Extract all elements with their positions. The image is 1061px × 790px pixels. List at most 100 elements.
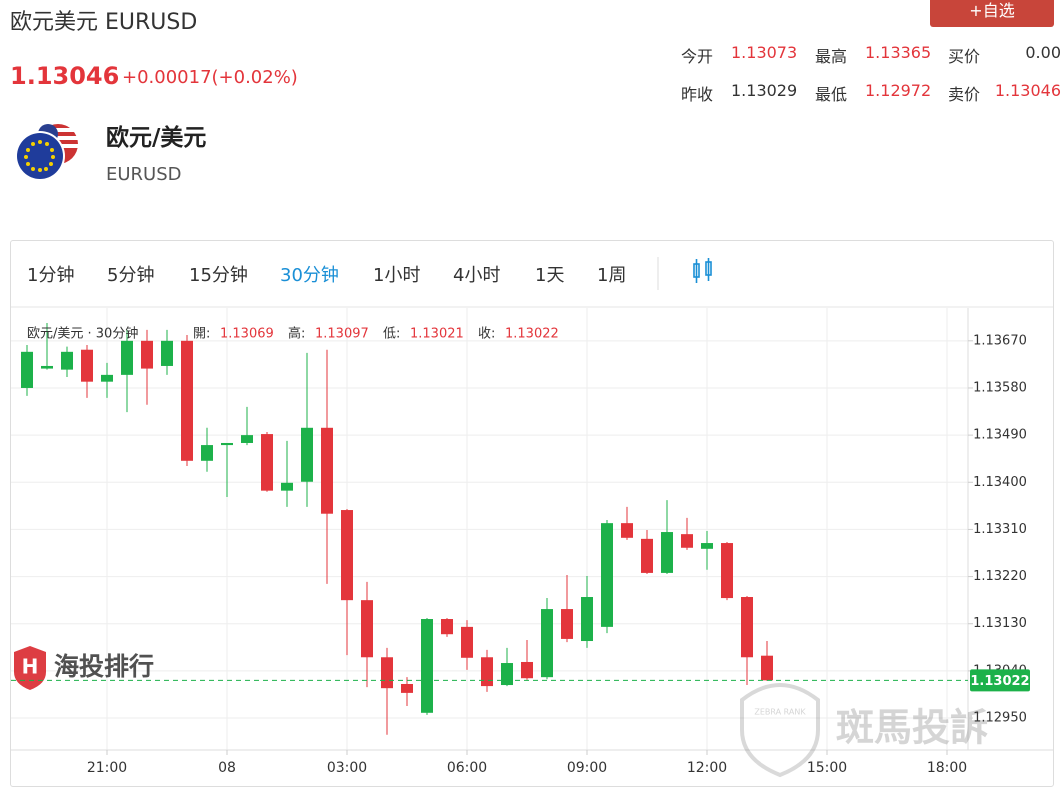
quote-value: 1.13029	[731, 81, 798, 100]
x-tick-label: 15:00	[807, 760, 847, 776]
watch-button[interactable]: +自选	[930, 0, 1054, 27]
quote-label: 最高	[815, 47, 848, 66]
legend-text: 欧元/美元 · 30分钟	[27, 326, 138, 342]
quote-value: 0.00	[1025, 43, 1061, 62]
candle-body	[61, 351, 73, 370]
candle-body	[641, 538, 653, 573]
candle-body	[341, 510, 353, 601]
watermark-text: 海投排行	[54, 652, 154, 681]
symbol-icon	[15, 124, 78, 181]
watermark-text: 斑馬投訴	[836, 706, 988, 750]
x-tick-label: 08	[218, 760, 236, 776]
candle-body	[761, 655, 773, 681]
watermark-badge: ZEBRA RANK	[754, 708, 806, 717]
price: 1.13046	[10, 62, 120, 90]
watermark-left: H 海投排行	[14, 646, 154, 690]
x-tick-label: 06:00	[447, 760, 487, 776]
candle-body	[141, 340, 153, 369]
candle-body	[301, 427, 313, 482]
y-tick-label: 1.13670	[973, 333, 1027, 348]
candle-body	[601, 523, 613, 627]
timeframe-tab[interactable]: 5分钟	[107, 265, 155, 286]
candle-body	[161, 340, 173, 366]
candle-body	[581, 597, 593, 642]
candle-body	[41, 365, 53, 369]
x-tick-label: 12:00	[687, 760, 727, 776]
y-tick-label: 1.13130	[973, 616, 1027, 631]
timeframe-tab[interactable]: 4小时	[453, 265, 501, 286]
candle-body	[241, 435, 253, 443]
candle-body	[181, 340, 193, 461]
candle-body	[201, 445, 213, 461]
last-price-label: 1.13022	[970, 674, 1029, 689]
candle-body	[361, 600, 373, 658]
candle-body	[321, 427, 333, 514]
watermark-right: ZEBRA RANK 斑馬投訴	[740, 683, 988, 778]
candle-body	[721, 543, 733, 599]
legend-text: 1.13021	[410, 327, 464, 342]
quote-value: 1.13365	[865, 43, 932, 62]
candle-body	[81, 349, 93, 382]
y-tick-label: 1.13400	[973, 475, 1027, 490]
candle-body	[401, 683, 413, 693]
x-tick-label: 21:00	[87, 760, 127, 776]
y-tick-label: 1.13310	[973, 522, 1027, 537]
y-tick-label: 1.12950	[973, 711, 1027, 726]
candle-body	[561, 609, 573, 639]
candle-body	[701, 543, 713, 549]
timeframe-tab[interactable]: 30分钟	[280, 265, 339, 286]
legend-text: 高:	[288, 326, 305, 342]
candle-body	[261, 434, 273, 491]
candle-body	[121, 340, 133, 375]
legend-text: 1.13022	[505, 327, 559, 342]
timeframe-tab[interactable]: 1周	[597, 265, 627, 286]
chart-frame	[10, 240, 1054, 787]
candle-body	[661, 532, 673, 573]
title: 欧元美元 EURUSD	[10, 10, 198, 35]
legend-text: 開:	[193, 327, 210, 342]
candle-body	[461, 626, 473, 658]
y-tick-label: 1.13580	[973, 380, 1027, 395]
candle-body	[441, 619, 453, 635]
candle-body	[421, 619, 433, 713]
y-tick-label: 1.13220	[973, 569, 1027, 584]
quote-value: 1.13073	[731, 43, 798, 62]
candle-body	[741, 597, 753, 658]
quote-label: 卖价	[948, 85, 981, 104]
quote-value: 1.12972	[865, 81, 932, 100]
timeframe-tab[interactable]: 15分钟	[189, 265, 248, 286]
symbol-code: EURUSD	[106, 164, 182, 185]
quote-label: 今开	[681, 47, 714, 66]
x-tick-label: 09:00	[567, 760, 607, 776]
quote-label: 最低	[815, 85, 848, 104]
candle-body	[381, 657, 393, 689]
legend-text: 低:	[383, 327, 400, 342]
legend-text: 1.13069	[220, 327, 274, 342]
candle-body	[481, 657, 493, 687]
x-tick-label: 03:00	[327, 760, 367, 776]
candle-body	[621, 523, 633, 538]
candle-body	[681, 534, 693, 548]
candle-body	[21, 351, 33, 388]
quote-label: 昨收	[681, 85, 714, 104]
candle-body	[221, 442, 233, 446]
candle-body	[541, 609, 553, 678]
candle-body	[101, 374, 113, 382]
change: +0.00017(+0.02%)	[122, 67, 298, 88]
timeframe-tab[interactable]: 1天	[535, 265, 565, 286]
candle-body	[281, 482, 293, 491]
candle-body	[521, 661, 533, 679]
candle-icon	[693, 258, 712, 283]
timeframe-tab[interactable]: 1分钟	[27, 265, 75, 286]
quote-value: 1.13046	[994, 81, 1061, 100]
last-price-tag	[970, 669, 1030, 692]
timeframe-tab[interactable]: 1小时	[373, 265, 421, 286]
y-tick-label: 1.13490	[973, 428, 1027, 443]
svg-text:H: H	[22, 655, 39, 679]
legend-text: 1.13097	[315, 327, 369, 342]
quote-label: 买价	[948, 47, 981, 66]
candle-body	[501, 663, 513, 686]
x-tick-label: 18:00	[927, 760, 967, 776]
